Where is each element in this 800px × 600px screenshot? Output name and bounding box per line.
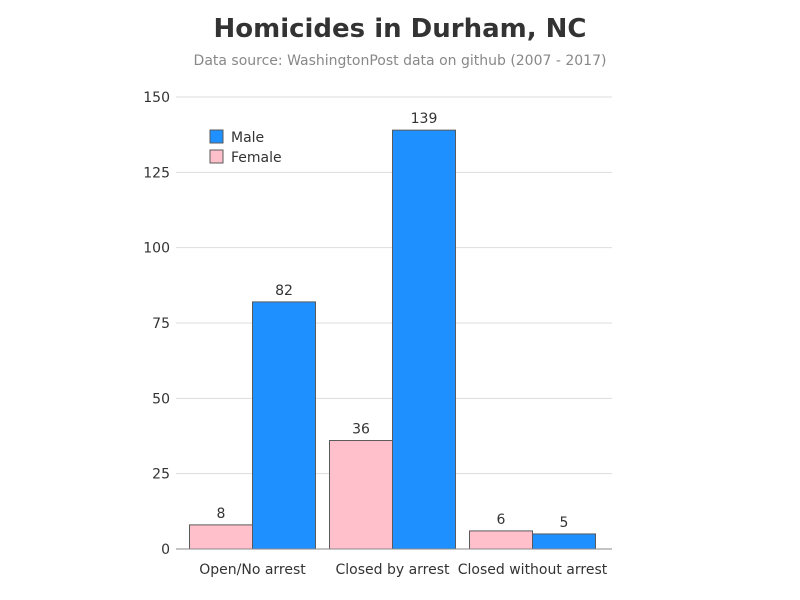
x-tick-label: Open/No arrest <box>199 562 306 578</box>
legend-swatch-female <box>209 149 224 164</box>
data-label: 8 <box>217 506 226 522</box>
y-tick-label: 100 <box>143 241 170 257</box>
chart-subtitle: Data source: WashingtonPost data on gith… <box>193 53 607 69</box>
y-tick-label: 50 <box>152 391 170 407</box>
y-tick-label: 150 <box>143 90 170 106</box>
data-label: 5 <box>560 515 569 531</box>
y-tick-label: 125 <box>143 165 170 181</box>
y-tick-label: 0 <box>161 542 170 558</box>
legend: Male Female <box>209 129 282 166</box>
y-tick-label: 25 <box>152 467 170 483</box>
x-tick-label: Closed without arrest <box>458 562 608 578</box>
bar-male-1 <box>392 129 456 550</box>
chart-title: Homicides in Durham, NC <box>213 14 587 44</box>
legend-swatch-male <box>209 129 224 144</box>
bar-female-2 <box>469 530 533 550</box>
x-axis-ticks: Open/No arrest Closed by arrest Closed wit… <box>199 562 608 578</box>
data-label: 139 <box>411 111 438 127</box>
y-tick-label: 75 <box>152 316 170 332</box>
bar-male-0 <box>252 301 316 550</box>
bar-female-0 <box>189 524 253 550</box>
legend-label-male: Male <box>231 130 264 146</box>
data-label: 36 <box>352 422 370 438</box>
legend-label-female: Female <box>231 150 282 166</box>
bar-male-2 <box>532 533 596 550</box>
bars <box>189 129 596 550</box>
y-axis-ticks: 0 25 50 75 100 125 150 <box>143 90 170 558</box>
data-label: 82 <box>275 283 293 299</box>
data-labels: 8 82 36 139 6 5 <box>217 111 569 531</box>
data-label: 6 <box>497 512 506 528</box>
bar-female-1 <box>329 440 393 550</box>
x-tick-label: Closed by arrest <box>335 562 450 578</box>
